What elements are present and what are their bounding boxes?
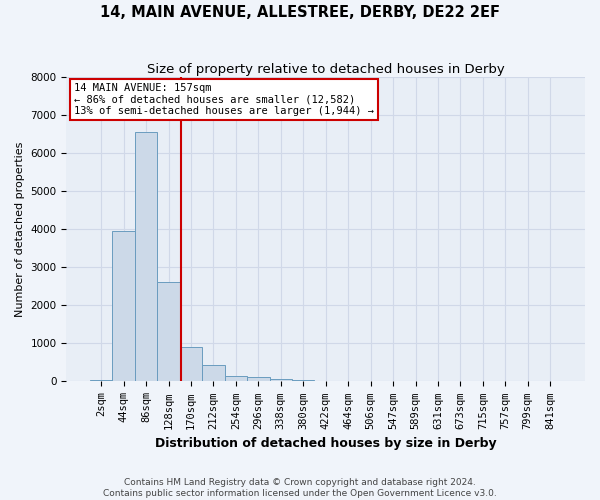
Bar — [90, 380, 112, 382]
Text: Contains HM Land Registry data © Crown copyright and database right 2024.
Contai: Contains HM Land Registry data © Crown c… — [103, 478, 497, 498]
Text: 14 MAIN AVENUE: 157sqm
← 86% of detached houses are smaller (12,582)
13% of semi: 14 MAIN AVENUE: 157sqm ← 86% of detached… — [74, 83, 374, 116]
Bar — [269, 378, 292, 382]
Y-axis label: Number of detached properties: Number of detached properties — [15, 142, 25, 316]
Text: 14, MAIN AVENUE, ALLESTREE, DERBY, DE22 2EF: 14, MAIN AVENUE, ALLESTREE, DERBY, DE22 … — [100, 5, 500, 20]
Title: Size of property relative to detached houses in Derby: Size of property relative to detached ho… — [147, 62, 505, 76]
Bar — [224, 376, 247, 382]
Bar — [202, 365, 224, 382]
X-axis label: Distribution of detached houses by size in Derby: Distribution of detached houses by size … — [155, 437, 497, 450]
Bar — [112, 231, 135, 382]
Bar — [157, 282, 180, 382]
Bar — [247, 378, 269, 382]
Bar — [292, 380, 314, 382]
Bar — [135, 132, 157, 382]
Bar — [180, 347, 202, 382]
